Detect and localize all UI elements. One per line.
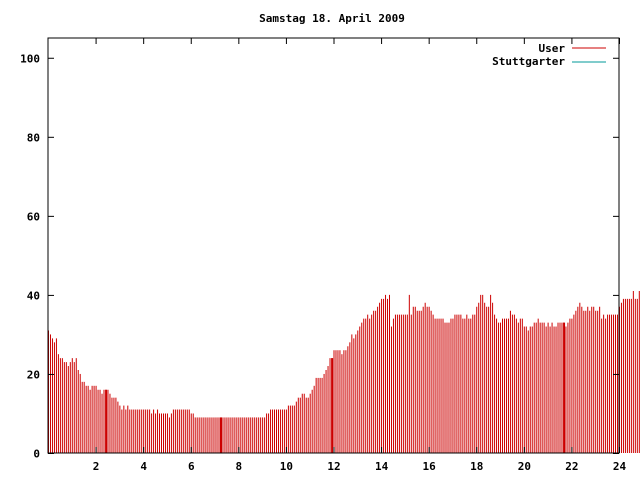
x-tick-label: 12: [327, 460, 340, 473]
y-tick-label: 100: [20, 52, 40, 65]
y-tick-label: 40: [27, 289, 40, 302]
x-tick-label: 18: [470, 460, 483, 473]
x-tick-label: 4: [140, 460, 147, 473]
y-tick-label: 20: [27, 368, 40, 381]
x-axis: 2 4 6 8 10 12 14 16 18 20 22 24: [93, 38, 627, 473]
legend-label-user: User: [539, 42, 566, 55]
x-tick-label: 24: [613, 460, 627, 473]
chart-title: Samstag 18. April 2009: [259, 12, 405, 25]
legend: User Stuttgarter: [492, 42, 606, 68]
legend-label-stuttgarter: Stuttgarter: [492, 55, 565, 68]
y-tick-label: 60: [27, 210, 40, 223]
y-tick-label: 0: [33, 448, 40, 461]
x-tick-label: 16: [423, 460, 437, 473]
y-tick-label: 80: [27, 131, 40, 144]
bar-series-user: [48, 290, 640, 453]
x-tick-label: 6: [188, 460, 195, 473]
y-axis: 0 20 40 60 80 100: [20, 52, 619, 461]
x-tick-label: 2: [93, 460, 100, 473]
x-tick-label: 8: [236, 460, 243, 473]
x-tick-label: 10: [280, 460, 293, 473]
x-tick-label: 22: [565, 460, 578, 473]
x-tick-label: 20: [518, 460, 531, 473]
x-tick-label: 14: [375, 460, 389, 473]
